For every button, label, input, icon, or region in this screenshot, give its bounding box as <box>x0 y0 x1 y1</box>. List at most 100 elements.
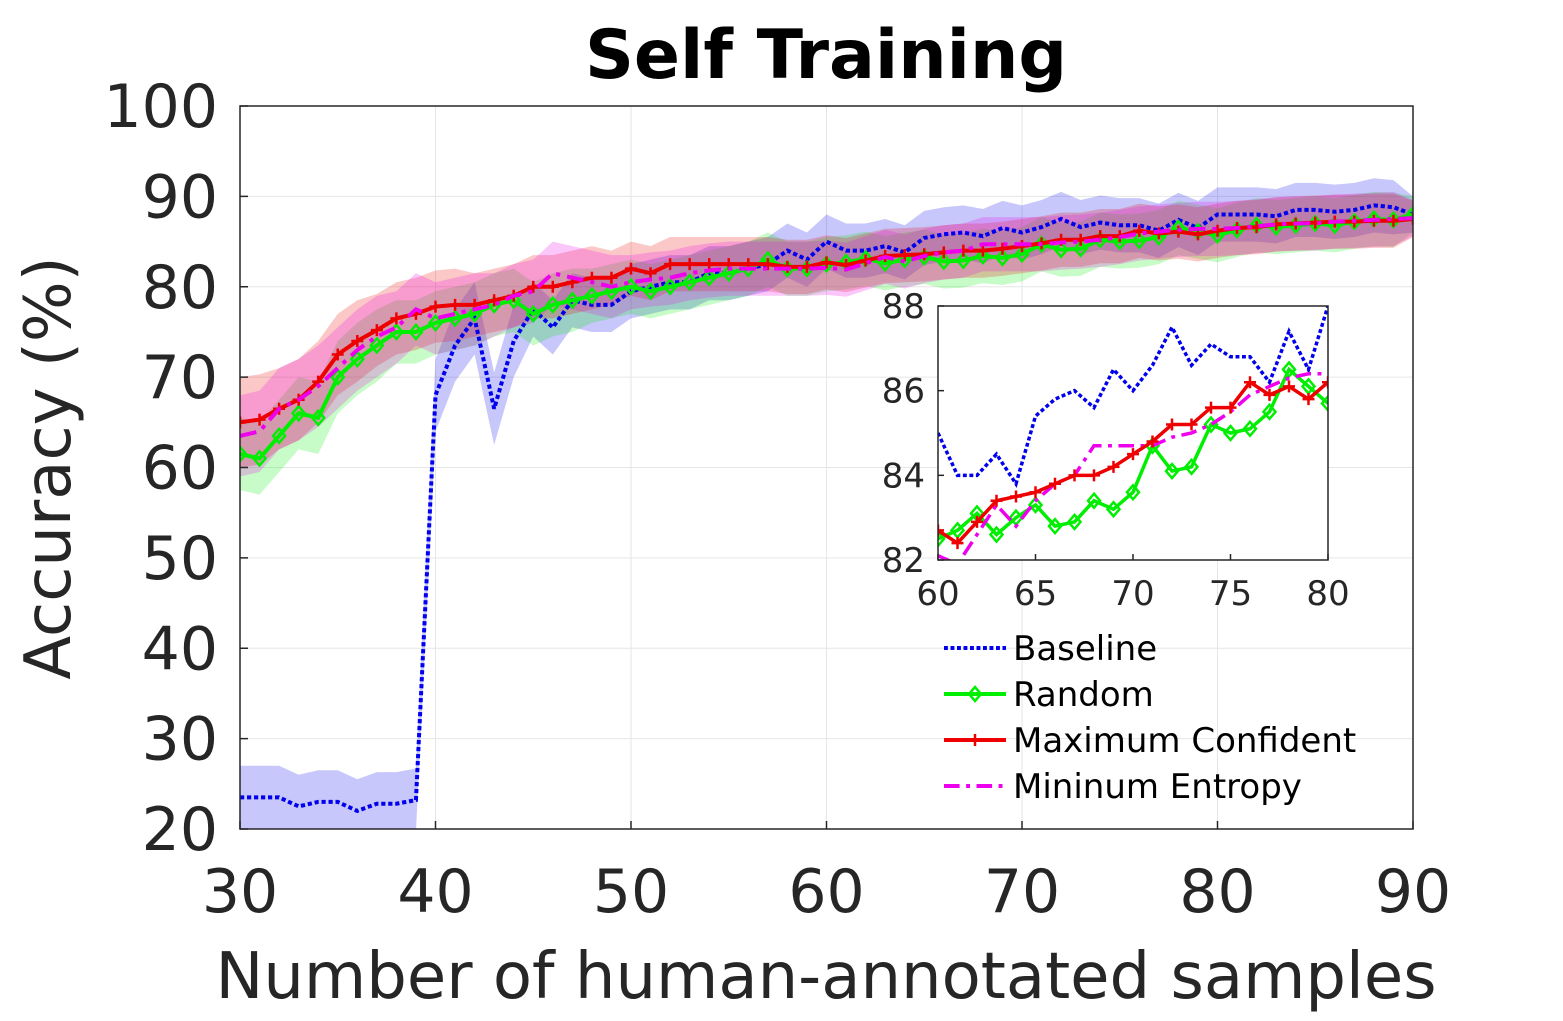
y-tick-label: 80 <box>142 253 218 323</box>
legend-item-mininum-entropy: Mininum Entropy <box>944 767 1302 807</box>
inset-line-baseline <box>938 306 1328 488</box>
data-point-random <box>1405 205 1413 224</box>
inset-point-maximum-confident <box>1205 401 1217 414</box>
y-tick-label: 70 <box>142 343 218 413</box>
data-point-random <box>1053 240 1069 259</box>
data-point-random <box>427 313 444 332</box>
y-tick-label: 40 <box>142 614 218 684</box>
data-point-maximum-confident <box>761 258 774 271</box>
y-tick-label: 30 <box>142 705 218 775</box>
data-point-random <box>1073 239 1089 258</box>
data-point-random <box>408 323 424 341</box>
x-tick-label: 50 <box>593 857 669 927</box>
chart-title: Self Training <box>585 16 1067 95</box>
inset-point-random <box>1222 424 1239 442</box>
data-point-maximum-confident <box>429 300 442 313</box>
data-point-maximum-confident <box>240 416 246 429</box>
legend: Baseline Random Maximum Confident Mininum E… <box>944 629 1356 807</box>
data-point-random <box>251 449 268 468</box>
data-point-maximum-confident <box>605 271 618 284</box>
inset-point-random <box>1164 462 1180 481</box>
legend-label-mininum-entropy: Mininum Entropy <box>1013 767 1302 807</box>
confidence-band-random <box>240 191 1413 495</box>
data-point-maximum-confident <box>976 244 989 257</box>
inset-background <box>938 306 1328 560</box>
data-point-random <box>955 251 971 270</box>
legend-item-maximum-confident: Maximum Confident <box>944 721 1356 761</box>
data-point-random <box>701 268 717 287</box>
x-tick-label: 70 <box>984 857 1060 927</box>
inset-point-maximum-confident <box>1010 490 1022 503</box>
data-point-random <box>721 264 737 283</box>
data-point-maximum-confident <box>664 258 677 271</box>
inset-x-tick-label: 80 <box>1306 574 1349 614</box>
y-tick-label: 60 <box>142 434 218 504</box>
inset-point-maximum-confident <box>1029 486 1042 499</box>
inset-series-group <box>938 306 1328 560</box>
inset-point-maximum-confident <box>1185 418 1198 431</box>
data-point-random <box>466 304 483 323</box>
inset-point-maximum-confident <box>1049 477 1061 490</box>
data-point-random <box>642 282 659 301</box>
series-line-baseline <box>240 203 1413 814</box>
inset-x-tick-label: 70 <box>1111 574 1154 614</box>
inset-point-maximum-confident <box>990 494 1003 507</box>
data-point-random <box>291 404 307 423</box>
data-point-maximum-confident <box>488 294 501 307</box>
inset-point-maximum-confident <box>938 524 944 537</box>
data-point-random <box>584 286 600 305</box>
inset-point-maximum-confident <box>1322 376 1328 389</box>
inset-line-mininum-entropy <box>938 371 1328 560</box>
inset-line-random <box>938 366 1328 541</box>
inset-point-random <box>938 529 946 548</box>
data-point-maximum-confident <box>527 280 540 293</box>
inset-point-maximum-confident <box>1302 393 1315 406</box>
legend-label-random: Random <box>1013 675 1154 715</box>
data-point-random <box>662 277 678 296</box>
data-point-random <box>877 254 893 273</box>
x-tick-label: 40 <box>397 857 473 927</box>
inset-point-random <box>988 525 1005 544</box>
confidence-band-mininum-entropy <box>240 191 1413 477</box>
y-tick-label: 90 <box>142 162 218 232</box>
data-point-maximum-confident <box>1133 224 1146 237</box>
data-point-random <box>740 259 756 278</box>
data-point-maximum-confident <box>351 334 364 347</box>
x-axis-label: Number of human-annotated samples <box>215 940 1436 1014</box>
data-point-random <box>682 273 698 292</box>
inset-point-maximum-confident <box>1127 448 1139 461</box>
inset-point-random <box>1086 491 1102 510</box>
y-axis-label: Accuracy (%) <box>12 256 86 679</box>
inset-point-maximum-confident <box>1244 376 1256 389</box>
inset-point-random <box>1261 402 1278 421</box>
series-group <box>240 178 1413 829</box>
inset-point-maximum-confident <box>1146 435 1159 448</box>
data-point-maximum-confident <box>370 324 383 337</box>
legend-item-baseline: Baseline <box>944 629 1157 669</box>
inset-point-maximum-confident <box>971 515 983 528</box>
legend-marker-random <box>967 685 983 703</box>
data-point-random <box>240 445 248 463</box>
inset-point-maximum-confident <box>1107 460 1120 473</box>
inset-point-maximum-confident <box>1166 418 1178 431</box>
inset-point-random <box>1047 517 1063 536</box>
inset-y-tick-label: 86 <box>882 372 925 412</box>
inset-point-random <box>1066 512 1083 531</box>
data-point-maximum-confident <box>703 258 716 271</box>
inset-x-tick-label: 75 <box>1209 574 1252 614</box>
data-point-random <box>525 304 541 323</box>
data-point-random <box>994 248 1011 267</box>
legend-marker-maximum-confident <box>969 734 981 746</box>
x-tick-label: 80 <box>1179 857 1255 927</box>
inset-y-tick-label: 88 <box>882 287 925 327</box>
x-tick-label: 30 <box>202 857 278 927</box>
inset-point-maximum-confident <box>1263 388 1276 401</box>
x-tick-label: 90 <box>1375 857 1451 927</box>
inset-point-random <box>1105 500 1122 519</box>
data-point-random <box>564 291 580 310</box>
data-point-random <box>975 247 991 265</box>
y-tick-label: 50 <box>142 524 218 594</box>
data-point-maximum-confident <box>546 280 559 293</box>
data-point-maximum-confident <box>683 258 696 271</box>
